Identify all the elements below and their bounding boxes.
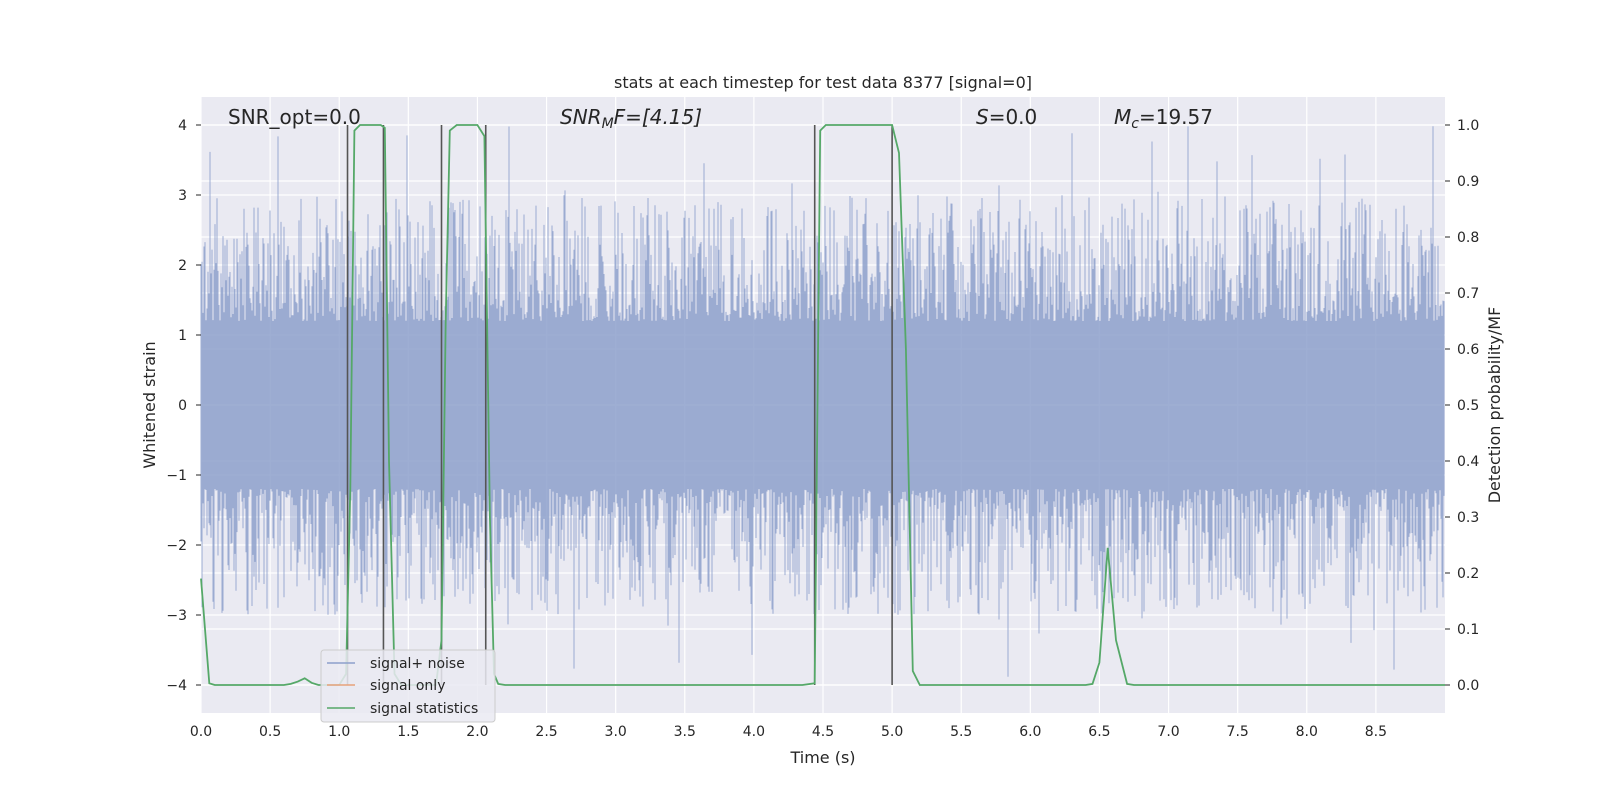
annotation-snr-opt: SNR_opt=0.0	[228, 105, 361, 129]
y-right-tick-label: 0.6	[1457, 342, 1479, 358]
annotation-snr-mf-sub: M	[602, 116, 614, 132]
x-tick-label: 5.0	[881, 724, 903, 740]
annotation-mc-main: M	[1114, 105, 1131, 129]
annotation-s-rest: =0.0	[989, 105, 1038, 129]
x-tick-labels: 0.0 0.5 1.0 1.5 2.0 2.5 3.0 3.5 4.0 4.5 5.0 5.5 6.0 6…	[190, 724, 1387, 740]
annotation-s: S=0.0	[976, 105, 1037, 129]
statistics-series	[200, 124, 1445, 686]
annotation-s-main: S	[976, 105, 989, 129]
y-tick-label: 1	[178, 328, 187, 344]
x-tick-label: 7.0	[1157, 724, 1179, 740]
y-tick-label: 3	[178, 188, 187, 204]
x-tick-label: 0.5	[259, 724, 281, 740]
y-tick-label: 2	[178, 258, 187, 274]
x-tick-label: 4.0	[743, 724, 765, 740]
x-tick-label: 1.0	[328, 724, 350, 740]
legend: signal+ noise signal only signal statist…	[320, 649, 496, 723]
y-right-tick-label: 0.5	[1457, 398, 1479, 414]
y-tick-label: −3	[166, 608, 187, 624]
annotation-snr-mf: SNRMF=[4.15]	[560, 105, 702, 132]
x-tick-label: 1.5	[397, 724, 419, 740]
annotation-snr-mf-rest: F=[4.15]	[614, 105, 702, 129]
x-tick-label: 3.0	[605, 724, 627, 740]
y-tick-label: −1	[166, 468, 187, 484]
annotation-mc: Mc=19.57	[1114, 105, 1213, 132]
y-tick-labels: 4 3 2 1 0 −1 −2 −3 −4	[166, 118, 201, 694]
x-tick-label: 2.5	[535, 724, 557, 740]
legend-label-noise: signal+ noise	[370, 656, 465, 672]
y-right-tick-label: 0.1	[1457, 622, 1479, 638]
x-tick-label: 8.0	[1296, 724, 1318, 740]
annotation-snr-mf-main: SNR	[560, 105, 602, 129]
x-axis-label: Time (s)	[789, 748, 855, 767]
y-tick-label: 4	[178, 118, 187, 134]
y-right-tick-label: 0.7	[1457, 286, 1479, 302]
y-right-tick-label: 0.9	[1457, 174, 1479, 190]
x-tick-label: 6.5	[1088, 724, 1110, 740]
x-tick-label: 6.0	[1019, 724, 1041, 740]
y-tick-label: −4	[166, 678, 187, 694]
x-tick-label: 4.5	[812, 724, 834, 740]
x-tick-label: 5.5	[950, 724, 972, 740]
y-axis-label: Whitened strain	[140, 341, 159, 468]
x-tick-label: 8.5	[1365, 724, 1387, 740]
legend-box	[320, 649, 496, 723]
y-right-axis-label: Detection probability/MF	[1485, 307, 1504, 504]
x-tick-label: 3.5	[674, 724, 696, 740]
y-right-tick-label: 0.4	[1457, 454, 1479, 470]
y-right-tick-label: 1.0	[1457, 118, 1479, 134]
y-right-tick-label: 0.3	[1457, 510, 1479, 526]
legend-label-statistics: signal statistics	[370, 701, 478, 717]
annotation-mc-rest: =19.57	[1139, 105, 1213, 129]
chart-title: stats at each timestep for test data 837…	[614, 73, 1032, 92]
y-right-tick-label: 0.0	[1457, 678, 1479, 694]
y-right-tick-label: 0.2	[1457, 566, 1479, 582]
x-tick-label: 7.5	[1227, 724, 1249, 740]
annotation-mc-sub: c	[1131, 116, 1139, 132]
y-tick-label: 0	[178, 398, 187, 414]
x-tick-label: 2.0	[466, 724, 488, 740]
x-tick-label: 0.0	[190, 724, 212, 740]
legend-label-signal-only: signal only	[370, 678, 445, 694]
statistics-line	[200, 124, 1445, 686]
y-right-tick-label: 0.8	[1457, 230, 1479, 246]
y-tick-label: −2	[166, 538, 187, 554]
y-right-tick-labels: 1.0 0.9 0.8 0.7 0.6 0.5 0.4 0.3 0.2 0.1 0.0	[1445, 118, 1479, 694]
